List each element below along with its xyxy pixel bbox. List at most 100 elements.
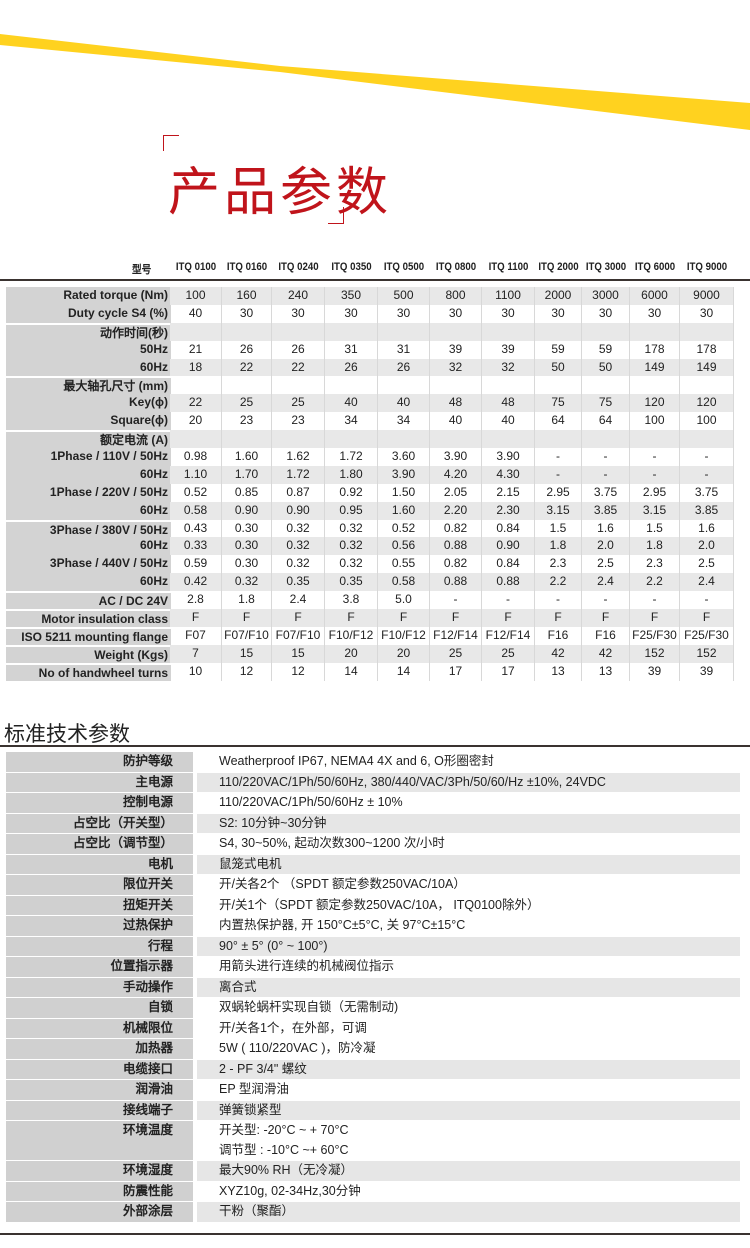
spec-cell: 100 bbox=[170, 287, 222, 305]
standard-row-label: 自锁 bbox=[6, 998, 193, 1018]
spec-cell: 1.5 bbox=[630, 519, 680, 538]
spec-cell bbox=[582, 430, 630, 449]
spec-cell: 1.8 bbox=[630, 537, 680, 556]
spec-cell: 2.20 bbox=[430, 501, 482, 520]
standard-row-label: 电缆接口 bbox=[6, 1059, 193, 1079]
spec-cell bbox=[272, 322, 325, 341]
spec-cell: 30 bbox=[482, 304, 535, 323]
spec-cell: 1.80 bbox=[325, 465, 378, 484]
spec-cell: F12/F14 bbox=[482, 626, 535, 645]
spec-cell: 1.60 bbox=[378, 501, 430, 520]
spec-cell: 2.3 bbox=[630, 555, 680, 574]
spec-cell bbox=[170, 322, 222, 341]
spec-cell: F bbox=[482, 609, 535, 627]
spec-cell: 350 bbox=[325, 287, 378, 305]
standard-row-value: 2 - PF 3/4" 螺纹 bbox=[197, 1059, 740, 1079]
spec-cell: 178 bbox=[680, 340, 734, 359]
standard-row-value: 最大90% RH（无冷凝） bbox=[197, 1161, 740, 1181]
spec-cell: 42 bbox=[535, 644, 582, 663]
spec-cell: - bbox=[680, 591, 734, 610]
page-title: 产品参数 bbox=[168, 163, 393, 223]
standard-row: 外部涂层 干粉（聚酯） bbox=[6, 1202, 740, 1222]
spec-row-label: 额定电流 (A) bbox=[6, 430, 171, 449]
spec-cell bbox=[482, 322, 535, 341]
spec-row-label: 50Hz bbox=[6, 340, 171, 359]
spec-cell: 0.32 bbox=[272, 555, 325, 574]
spec-cell: 23 bbox=[222, 412, 272, 431]
spec-cell: 0.52 bbox=[170, 483, 222, 502]
standard-row: 环境湿度 最大90% RH（无冷凝） bbox=[6, 1161, 740, 1181]
spec-cell: 22 bbox=[272, 358, 325, 377]
spec-cell: 40 bbox=[430, 412, 482, 431]
spec-cell: 22 bbox=[222, 358, 272, 377]
spec-cell: 100 bbox=[630, 412, 680, 431]
spec-cell: 1.62 bbox=[272, 448, 325, 466]
spec-row-label: 3Phase / 380V / 50Hz bbox=[6, 519, 171, 538]
standard-row-label: 润滑油 bbox=[6, 1080, 193, 1100]
spec-cell: 1.60 bbox=[222, 448, 272, 466]
spec-row: Weight (Kgs) 7 15 15 20 20 25 25 42 42 152 152 bbox=[6, 644, 736, 663]
spec-cell bbox=[378, 430, 430, 449]
spec-cell: 15 bbox=[272, 644, 325, 663]
standard-row: 限位开关 开/关各2个 （SPDT 额定参数250VAC/10A） bbox=[6, 875, 740, 895]
spec-cell: F bbox=[582, 609, 630, 627]
standard-row-label: 控制电源 bbox=[6, 793, 193, 813]
spec-cell: 5.0 bbox=[378, 591, 430, 610]
bottom-divider bbox=[0, 1233, 750, 1235]
standard-value-line: 弹簧锁紧型 bbox=[219, 1102, 282, 1117]
spec-cell: 2.8 bbox=[170, 591, 222, 610]
spec-row-label: 60Hz bbox=[6, 465, 171, 484]
spec-cell: 0.88 bbox=[430, 573, 482, 592]
spec-cell: 17 bbox=[482, 662, 535, 681]
spec-cell: 50 bbox=[582, 358, 630, 377]
spec-cell: 800 bbox=[430, 287, 482, 305]
spec-cell: 0.32 bbox=[272, 537, 325, 556]
spec-cell: 48 bbox=[430, 394, 482, 413]
spec-cell: 0.32 bbox=[325, 537, 378, 556]
model-header-5: ITQ 0800 bbox=[435, 261, 477, 273]
spec-cell: 26 bbox=[222, 340, 272, 359]
spec-cell: - bbox=[535, 591, 582, 610]
standard-table: 防护等级 Weatherproof IP67, NEMA4 4X and 6, O… bbox=[6, 752, 740, 1223]
spec-cell bbox=[378, 376, 430, 395]
spec-row-label: Weight (Kgs) bbox=[6, 644, 171, 663]
spec-cell: 32 bbox=[482, 358, 535, 377]
standard-value-line: 调节型 : -10°C ~+ 60°C bbox=[219, 1142, 349, 1157]
standard-row-label: 限位开关 bbox=[6, 875, 193, 895]
standard-value-line: 双蜗轮蜗杆实现自锁（无需制动) bbox=[219, 1000, 399, 1014]
spec-cell: 240 bbox=[272, 287, 325, 305]
spec-cell: 25 bbox=[272, 394, 325, 413]
spec-cell: 14 bbox=[378, 662, 430, 681]
spec-cell: 2.0 bbox=[582, 537, 630, 556]
spec-cell: 3000 bbox=[582, 287, 630, 305]
model-header-10: ITQ 9000 bbox=[686, 261, 728, 273]
spec-cell: F bbox=[378, 609, 430, 627]
standard-value-line: 内置热保护器, 开 150°C±5°C, 关 97°C±15°C bbox=[219, 918, 466, 932]
spec-row: 1Phase / 220V / 50Hz 0.52 0.85 0.87 0.92 1.50… bbox=[6, 483, 736, 502]
standard-row: 占空比（开关型） S2: 10分钟~30分钟 bbox=[6, 813, 740, 833]
standard-row: 手动操作 离合式 bbox=[6, 977, 740, 997]
spec-cell: 0.32 bbox=[222, 573, 272, 592]
spec-cell: 30 bbox=[222, 304, 272, 323]
spec-cell: 3.75 bbox=[582, 483, 630, 502]
standard-row-value: 开/关各1个，在外部，可调 bbox=[197, 1019, 740, 1039]
section-divider bbox=[0, 745, 750, 747]
model-header-row: 型号 ITQ 0100 ITQ 0160 ITQ 0240 ITQ 0350 ITQ 0… bbox=[0, 259, 750, 277]
standard-row-label: 环境湿度 bbox=[6, 1161, 193, 1181]
spec-cell: 30 bbox=[680, 304, 734, 323]
spec-row: Motor insulation class F F F F F F F F F F F bbox=[6, 609, 736, 627]
standard-row: 防护等级 Weatherproof IP67, NEMA4 4X and 6, O… bbox=[6, 752, 740, 772]
spec-cell: 0.88 bbox=[482, 573, 535, 592]
spec-cell: 39 bbox=[630, 662, 680, 681]
standard-row-value: 鼠笼式电机 bbox=[197, 854, 740, 874]
spec-cell: 3.60 bbox=[378, 448, 430, 466]
standard-row: 行程 90° ± 5° (0° ~ 100°) bbox=[6, 936, 740, 956]
spec-cell bbox=[378, 322, 430, 341]
spec-cell: 2.0 bbox=[680, 537, 734, 556]
spec-cell: F07 bbox=[170, 626, 222, 645]
spec-cell bbox=[680, 322, 734, 341]
title-bracket-open bbox=[163, 135, 179, 151]
spec-cell: 1.10 bbox=[170, 465, 222, 484]
spec-row: 60Hz 0.42 0.32 0.35 0.35 0.58 0.88 0.88 2.2 2.4 2.… bbox=[6, 573, 736, 592]
spec-cell: F07/F10 bbox=[222, 626, 272, 645]
